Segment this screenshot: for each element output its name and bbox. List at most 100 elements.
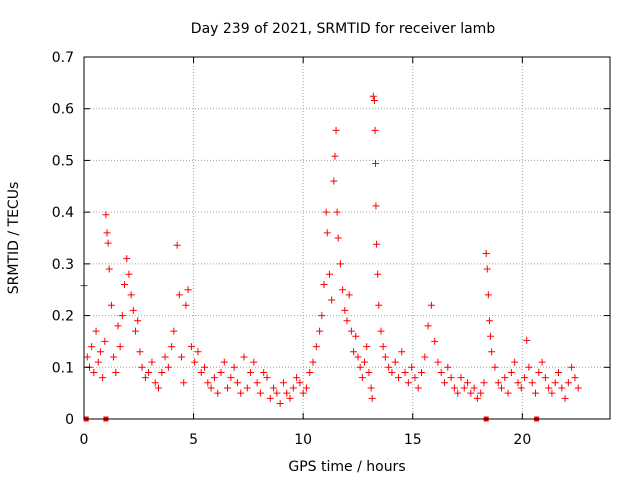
data-point	[132, 327, 140, 335]
data-point	[558, 384, 566, 392]
x-axis-ticks: 0 5 10 15 20	[80, 57, 531, 448]
data-point	[345, 291, 353, 299]
data-point	[561, 394, 569, 402]
data-point	[306, 368, 314, 376]
data-point	[302, 384, 310, 392]
data-point	[401, 368, 409, 376]
plot-frame	[83, 56, 611, 420]
data-point	[354, 353, 362, 361]
data-point	[568, 363, 576, 371]
data-point	[424, 322, 432, 330]
data-point	[151, 379, 159, 387]
data-point	[447, 374, 455, 382]
y-tick-label: 0	[65, 412, 74, 428]
data-point	[127, 291, 135, 299]
data-point	[427, 301, 435, 309]
data-point	[431, 337, 439, 345]
data-points	[80, 92, 582, 422]
data-point	[363, 343, 371, 351]
data-point	[320, 281, 328, 289]
data-point	[138, 363, 146, 371]
data-point	[551, 379, 559, 387]
data-point	[494, 379, 502, 387]
data-point	[170, 327, 178, 335]
data-point	[498, 384, 506, 392]
data-point	[253, 379, 261, 387]
data-point	[191, 358, 199, 366]
data-point	[367, 384, 375, 392]
data-point	[541, 374, 549, 382]
data-point	[155, 384, 163, 392]
data-point	[525, 363, 533, 371]
data-point	[323, 229, 331, 237]
data-point	[101, 337, 109, 345]
y-axis-label: SRMTID / TECUs	[6, 182, 22, 295]
data-point	[173, 241, 181, 249]
data-point	[187, 343, 195, 351]
data-point	[341, 306, 349, 314]
data-point	[370, 96, 378, 104]
x-axis-label: GPS time / hours	[288, 459, 405, 475]
data-point	[164, 363, 172, 371]
data-point	[571, 374, 579, 382]
data-point	[227, 374, 235, 382]
data-point	[528, 379, 536, 387]
data-point	[437, 368, 445, 376]
data-point	[312, 343, 320, 351]
data-point	[343, 317, 351, 325]
data-point	[286, 394, 294, 402]
data-point	[414, 384, 422, 392]
data-point	[373, 240, 381, 248]
data-point	[194, 348, 202, 356]
data-point	[368, 394, 376, 402]
data-point	[220, 358, 228, 366]
data-point	[398, 348, 406, 356]
data-point	[408, 363, 416, 371]
data-point	[491, 363, 499, 371]
data-point	[88, 343, 96, 351]
data-point	[441, 379, 449, 387]
data-point	[207, 384, 215, 392]
data-point	[421, 353, 429, 361]
data-point	[92, 327, 100, 335]
data-point	[545, 384, 553, 392]
data-point	[99, 374, 107, 382]
data-point	[266, 394, 274, 402]
data-point	[331, 152, 339, 160]
data-point	[316, 327, 324, 335]
data-point	[564, 379, 572, 387]
data-point	[158, 368, 166, 376]
data-point	[523, 336, 531, 344]
data-point	[477, 389, 485, 397]
data-point	[381, 353, 389, 361]
data-point	[521, 374, 529, 382]
data-point	[116, 343, 124, 351]
data-point	[256, 389, 264, 397]
data-point	[487, 332, 495, 340]
data-point	[535, 368, 543, 376]
data-point	[83, 353, 91, 361]
data-point	[350, 348, 358, 356]
data-point	[263, 374, 271, 382]
x-tick-label: 15	[404, 432, 422, 448]
data-point	[168, 343, 176, 351]
data-point	[356, 363, 364, 371]
data-point	[141, 374, 149, 382]
data-point	[118, 312, 126, 320]
y-tick-label: 0.5	[52, 153, 74, 169]
data-point	[460, 384, 468, 392]
data-point	[283, 389, 291, 397]
y-tick-label: 0.7	[52, 50, 74, 66]
data-point	[110, 353, 118, 361]
data-point	[377, 327, 385, 335]
data-point	[554, 368, 562, 376]
data-point	[501, 374, 509, 382]
data-point	[105, 265, 113, 273]
data-point	[114, 322, 122, 330]
x-tick-label: 5	[189, 432, 198, 448]
y-tick-label: 0.4	[52, 205, 74, 221]
data-point	[473, 394, 481, 402]
data-point	[454, 389, 462, 397]
data-point	[201, 363, 209, 371]
data-point	[488, 348, 496, 356]
